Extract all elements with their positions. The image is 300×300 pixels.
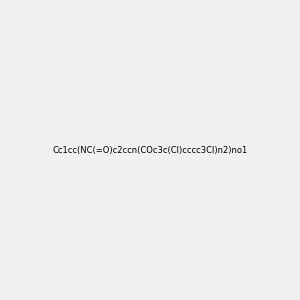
- Text: Cc1cc(NC(=O)c2ccn(COc3c(Cl)cccc3Cl)n2)no1: Cc1cc(NC(=O)c2ccn(COc3c(Cl)cccc3Cl)n2)no…: [52, 146, 247, 154]
